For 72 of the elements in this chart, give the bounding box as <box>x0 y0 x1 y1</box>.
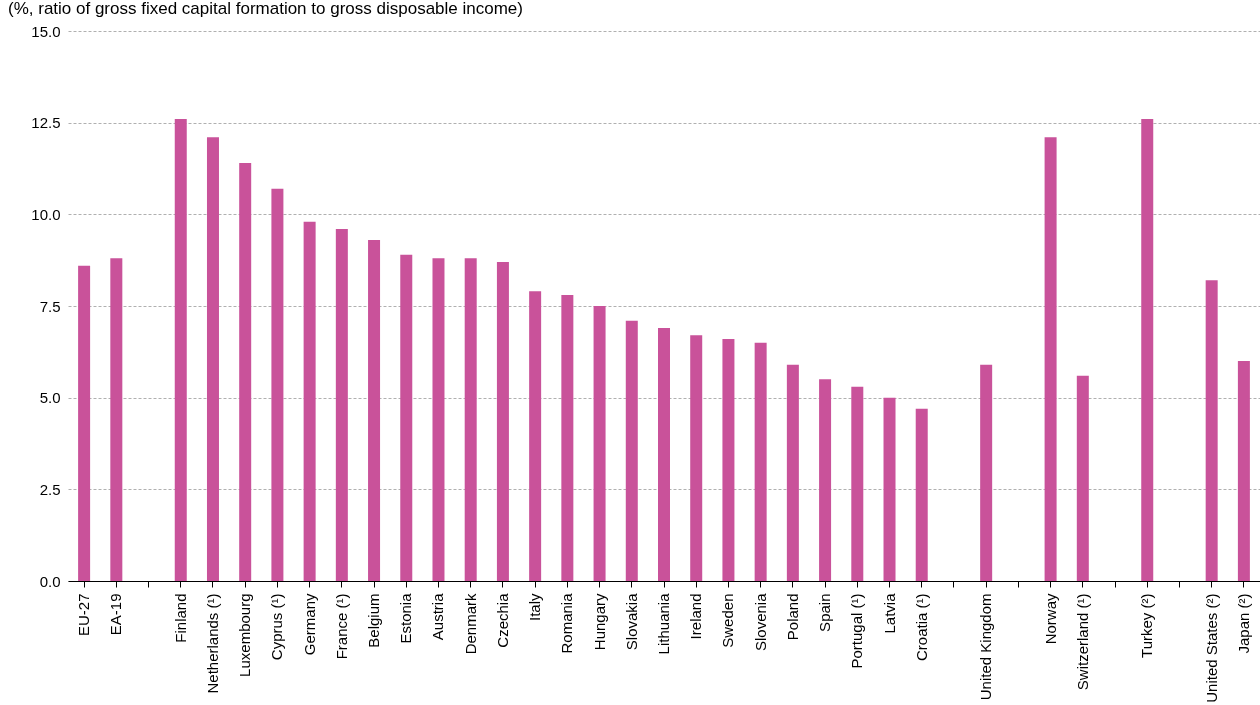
x-tick-label: EA-19 <box>107 593 125 636</box>
y-tick-label: 15.0 <box>31 22 61 40</box>
x-tick-label: Belgium <box>365 593 383 648</box>
bar <box>980 364 993 581</box>
x-tick-label: Netherlands (¹) <box>203 593 221 694</box>
x-tick-label: Lithuania <box>655 592 672 655</box>
y-tick-label: 2.5 <box>39 480 61 498</box>
bar <box>819 379 832 581</box>
x-tick-label: Poland <box>783 593 801 641</box>
x-tick-label: Austria <box>429 592 447 641</box>
bar <box>883 397 896 581</box>
bar <box>464 258 477 581</box>
x-tick-label: France (¹) <box>332 593 350 660</box>
x-tick-label: Czechia <box>493 592 511 648</box>
y-tick-label: 10.0 <box>31 205 61 223</box>
x-tick-label: Slovenia <box>751 592 769 652</box>
x-tick-label: Portugal (¹) <box>848 593 866 669</box>
bar <box>1076 375 1089 581</box>
bar <box>1205 280 1218 581</box>
bar <box>625 320 638 581</box>
x-tick-label: Hungary <box>590 593 608 651</box>
bar <box>1044 137 1057 581</box>
x-tick-label: Romania <box>558 592 576 654</box>
x-tick-label: Estonia <box>397 592 415 644</box>
bar <box>239 163 252 581</box>
bar <box>561 295 574 581</box>
x-tick-label: Ireland <box>687 593 705 640</box>
bar <box>110 258 123 581</box>
x-tick-label: Finland <box>171 593 189 643</box>
bar <box>754 342 767 581</box>
bar <box>78 265 91 581</box>
bar <box>915 408 928 581</box>
bar <box>722 339 735 581</box>
bar <box>1237 361 1250 581</box>
bar <box>271 188 284 581</box>
bar <box>335 229 348 581</box>
bar <box>593 306 606 581</box>
y-tick-label: 12.5 <box>31 114 61 132</box>
x-tick-label: Turkey (²) <box>1138 593 1156 658</box>
bar <box>400 254 413 581</box>
bar <box>851 386 864 581</box>
x-tick-label: Croatia (¹) <box>912 593 930 662</box>
y-tick-label: 7.5 <box>39 297 61 315</box>
x-tick-label: Italy <box>526 593 544 622</box>
bar <box>303 221 316 581</box>
x-tick-label: Slovakia <box>622 592 640 651</box>
x-tick-label: Switzerland (¹) <box>1073 593 1091 691</box>
bar <box>690 335 703 581</box>
bar <box>174 119 187 581</box>
y-tick-label: 0.0 <box>39 572 61 590</box>
bar <box>786 364 799 581</box>
x-tick-label: Norway <box>1041 593 1059 645</box>
bar <box>368 240 381 581</box>
bar <box>496 262 509 581</box>
x-tick-label: Latvia <box>880 592 898 634</box>
x-tick-label: EU-27 <box>75 593 93 637</box>
bar <box>529 291 542 581</box>
x-tick-label: Germany <box>300 593 318 656</box>
chart-title: (%, ratio of gross fixed capital formation to gross disposable income) <box>8 0 523 18</box>
x-tick-label: United Kingdom <box>977 593 995 701</box>
bar <box>206 137 219 581</box>
x-tick-label: Spain <box>816 593 834 632</box>
x-tick-label: Sweden <box>719 593 737 648</box>
x-tick-label: Luxembourg <box>236 593 254 677</box>
bar <box>1141 119 1154 581</box>
x-tick-label: United States (²) <box>1202 593 1220 703</box>
x-tick-label: Japan (²) <box>1234 593 1252 654</box>
x-tick-label: Denmark <box>461 593 479 655</box>
bar <box>658 328 670 581</box>
y-tick-label: 5.0 <box>39 389 61 407</box>
x-tick-label: Cyprus (¹) <box>268 593 286 661</box>
bar <box>432 258 445 581</box>
